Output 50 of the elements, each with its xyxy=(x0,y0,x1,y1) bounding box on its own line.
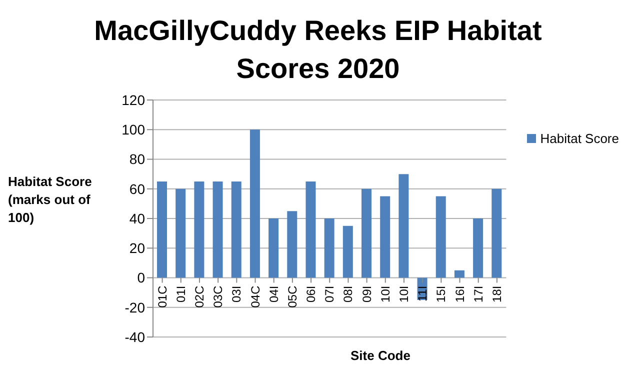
x-tick-label: 01I xyxy=(174,286,188,302)
y-tick-label: 100 xyxy=(122,122,146,138)
y-tick-label: -20 xyxy=(124,299,146,316)
x-tick-label: 16I xyxy=(452,286,467,302)
x-tick-label: 10I xyxy=(378,286,392,302)
x-axis-title: Site Code xyxy=(350,348,412,363)
y-tick-label: 120 xyxy=(122,92,146,108)
x-tick-label: 04I xyxy=(266,286,281,302)
bar xyxy=(473,218,484,278)
bar xyxy=(454,270,464,278)
x-tick-label: 15I xyxy=(434,286,448,302)
bar xyxy=(362,188,372,278)
x-tick-label: 11I xyxy=(416,286,430,302)
bar xyxy=(231,181,242,278)
bar xyxy=(324,218,334,278)
bar xyxy=(398,174,409,278)
bar xyxy=(380,196,390,278)
y-tick-label: 80 xyxy=(129,151,146,168)
chart-title: MacGillyCuddy Reeks EIP Habitat Scores 2020 xyxy=(93,14,543,86)
x-tick-label: 09I xyxy=(360,286,374,302)
bar xyxy=(176,188,186,278)
x-tick-label: 18I xyxy=(490,286,504,302)
y-tick-label: 40 xyxy=(129,210,146,226)
x-tick-label: 05C xyxy=(285,285,300,308)
bar xyxy=(268,218,279,278)
bar xyxy=(492,188,502,278)
x-tick-label: 10I xyxy=(396,286,411,302)
y-tick-label: 60 xyxy=(129,180,146,197)
y-axis-title: Habitat Score (marks out of 100) xyxy=(8,173,93,227)
x-tick-label: 01C xyxy=(155,285,170,308)
x-tick-label: 03C xyxy=(211,285,226,308)
x-tick-label: 17I xyxy=(471,286,486,302)
bar xyxy=(287,211,298,278)
x-tick-label: 07I xyxy=(322,286,337,302)
y-tick-label: 20 xyxy=(129,240,146,256)
bar xyxy=(306,181,316,278)
bar xyxy=(194,181,204,278)
x-tick-label: 08I xyxy=(341,286,356,302)
x-tick-label: 03I xyxy=(230,286,244,302)
bar xyxy=(157,181,167,278)
bar xyxy=(212,181,223,278)
x-tick-label: 02C xyxy=(192,285,206,308)
y-tick-label: 0 xyxy=(137,270,146,286)
x-tick-label: 04C xyxy=(248,285,262,308)
bar xyxy=(342,226,353,278)
x-tick-label: 06I xyxy=(304,286,318,302)
bar xyxy=(436,196,446,278)
legend-label: Habitat Score xyxy=(540,131,619,146)
bar xyxy=(250,130,260,278)
y-tick-label: -40 xyxy=(124,328,146,345)
